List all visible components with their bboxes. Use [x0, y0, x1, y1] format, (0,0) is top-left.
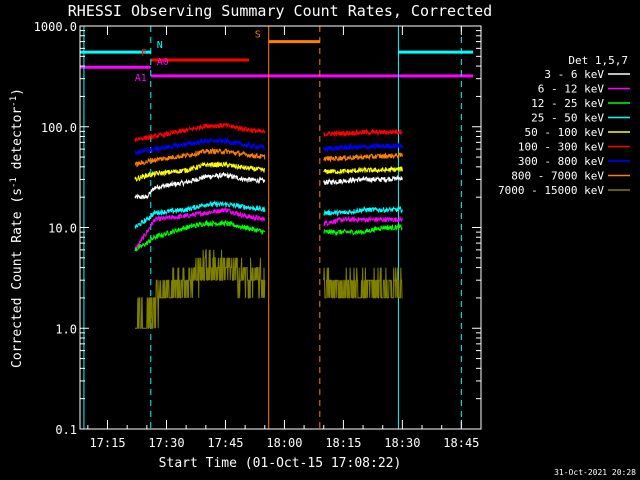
plot-frame	[79, 25, 482, 430]
series-line-800-7000-kev	[323, 152, 403, 163]
y-tick-label: 1000.0	[34, 20, 77, 34]
series-line-25-50-kev	[323, 205, 403, 217]
x-axis-label: Start Time (01-Oct-15 17:08:22)	[159, 456, 402, 471]
flag-label-a1: A1	[135, 73, 147, 84]
chart-title: RHESSI Observing Summary Count Rates, Co…	[68, 2, 492, 20]
series-line-800-7000-kev	[134, 147, 266, 168]
series-line-50-100-kev	[323, 165, 403, 176]
flag-label-s: S	[255, 30, 261, 41]
series-line-25-50-kev	[134, 200, 266, 229]
x-tick-label: 18:30	[384, 436, 420, 450]
date-stamp: 31-Oct-2021 20:28	[554, 468, 636, 477]
series-line-6-12-kev	[134, 206, 265, 250]
y-axis-label-sup-2: -1	[9, 96, 19, 107]
y-axis-label-prefix: Corrected Count Rate (s	[10, 188, 25, 368]
series-line-50-100-kev	[134, 161, 265, 183]
x-tick-label: 18:00	[266, 436, 302, 450]
vertical-markers	[83, 26, 462, 429]
x-axis-ticks: 17:15 17:30 17:45 18:00 18:15 18:30 18:45	[87, 26, 479, 450]
y-tick-label: 0.1	[55, 423, 77, 437]
y-axis-label-mid: detector	[10, 107, 25, 178]
x-tick-label: 18:45	[443, 436, 479, 450]
legend-entry-25-50-kev: 25 - 50 keV	[531, 112, 604, 125]
legend-entry-7000-15000-kev: 7000 - 15000 keV	[498, 184, 604, 197]
flag-label-f: F	[141, 48, 147, 59]
legend-title: Det 1,5,7	[568, 54, 628, 67]
y-tick-label: 100.0	[41, 121, 77, 135]
legend-entry-3-6-kev: 3 - 6 keV	[544, 68, 604, 81]
series-line-100-300-kev	[134, 122, 266, 143]
y-tick-label: 10.0	[48, 222, 77, 236]
series-line-7000-15000-kev	[135, 249, 266, 329]
series-line-300-800-kev	[134, 137, 266, 156]
legend-entry-800-7000-kev: 800 - 7000 keV	[511, 170, 604, 183]
x-tick-label: 18:15	[325, 436, 361, 450]
flag-label-a0: A0	[157, 57, 169, 68]
series-line-12-25-kev	[134, 219, 266, 252]
legend-entry-300-800-kev: 300 - 800 keV	[518, 155, 604, 168]
x-tick-label: 17:30	[148, 436, 184, 450]
flag-label-n: N	[157, 40, 163, 51]
flag-bars: NF S A0 A1	[80, 30, 474, 84]
legend-entry-50-100-kev: 50 - 100 keV	[525, 126, 605, 139]
y-tick-label: 1.0	[55, 322, 77, 336]
series-line-300-800-kev	[323, 142, 403, 153]
y-axis-label: Corrected Count Rate (s-1 detector-1)	[9, 88, 25, 368]
series-line-12-25-kev	[323, 223, 403, 237]
series-line-6-12-kev	[323, 215, 403, 228]
legend-entry-12-25-kev: 12 - 25 keV	[531, 97, 604, 110]
series-line-3-6-kev	[323, 174, 403, 186]
y-axis-ticks: 0.1 1.0 10.0 100.0 1000.0	[34, 20, 481, 437]
series-lines	[134, 122, 403, 329]
legend-entry-100-300-kev: 100 - 300 keV	[518, 141, 604, 154]
x-tick-label: 17:15	[89, 436, 125, 450]
series-line-3-6-kev	[134, 171, 266, 200]
y-axis-label-suffix: )	[10, 88, 25, 96]
series-line-100-300-kev	[323, 128, 403, 138]
x-tick-label: 17:45	[207, 436, 243, 450]
legend-entry-6-12-kev: 6 - 12 keV	[538, 83, 605, 96]
y-axis-label-sup-1: -1	[9, 177, 19, 188]
series-line-7000-15000-kev	[323, 267, 403, 299]
